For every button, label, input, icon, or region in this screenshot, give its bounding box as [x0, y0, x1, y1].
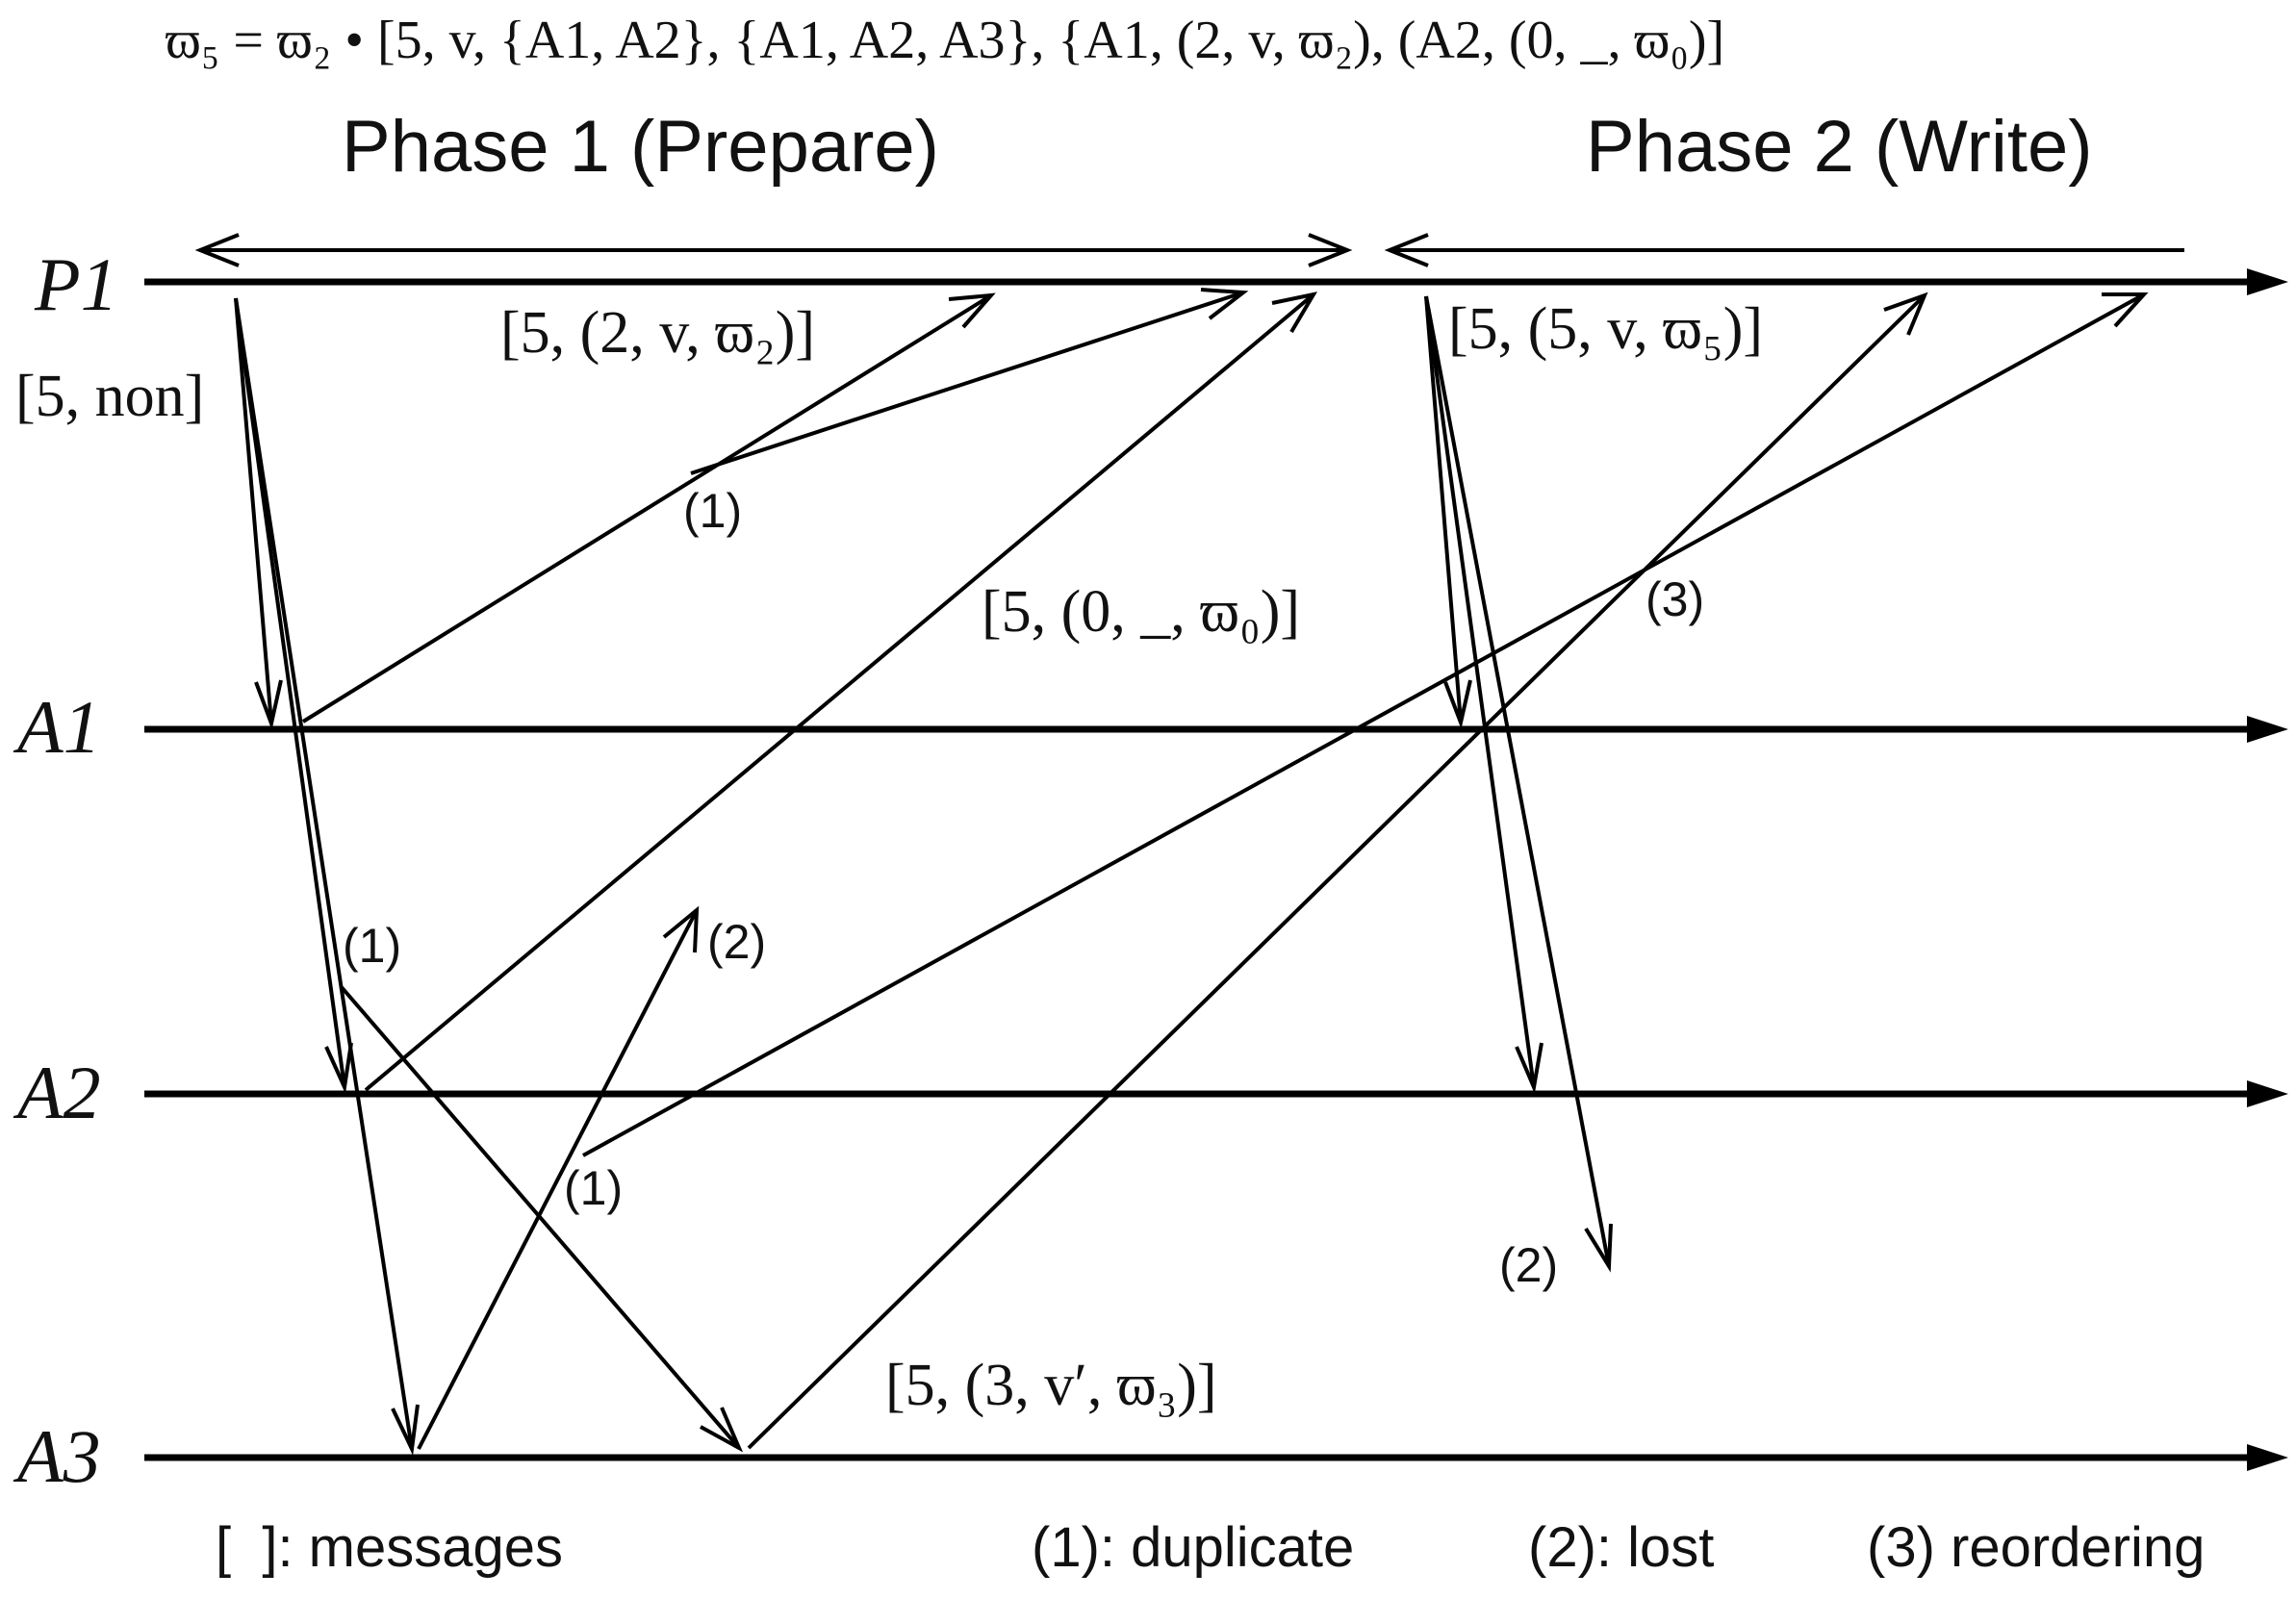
marker-lost-write: (2): [1499, 1238, 1558, 1292]
legend-duplicate: (1): duplicate: [1032, 1516, 1354, 1579]
write-arrow-to-a1: [1424, 295, 1472, 729]
write-arrow-to-a2: [1424, 295, 1543, 1094]
promise-a2-arrow: [364, 292, 1318, 1092]
formula: ϖ₅ = ϖ₂ • [5, v, {A1, A2}, {A1, A2, A3},…: [166, 11, 1724, 70]
process-label-a3: A3: [13, 1414, 101, 1498]
legend-lost: (2): lost: [1528, 1516, 1714, 1579]
process-label-a1: A1: [13, 685, 101, 769]
phase1-title: Phase 1 (Prepare): [342, 106, 939, 188]
process-label-p1: P1: [34, 242, 118, 326]
message-label-promise-a1: [5, (2, v, ϖ₂)]: [500, 300, 815, 366]
promise-a3-arrow: [747, 292, 1928, 1450]
process-label-a2: A2: [13, 1051, 101, 1134]
phase2-span-arrow: [1384, 233, 2184, 267]
timeline-p1: [144, 268, 2288, 295]
marker-lost-a3-reply: (2): [707, 915, 766, 969]
message-label-write: [5, (5, v, ϖ₅)]: [1448, 296, 1763, 362]
marker-duplicate-a2-reply: (1): [564, 1161, 623, 1215]
prepare-arrow-to-a2: [234, 297, 353, 1094]
marker-reordering: (3): [1645, 572, 1704, 626]
promise-a2-duplicate-arrow: [582, 292, 2149, 1157]
promise-a1-arrow: [301, 292, 996, 723]
promise-a3-lost-arrow: [417, 905, 700, 1450]
marker-duplicate-prepare: (1): [343, 919, 401, 973]
promise-a1-duplicate-arrow: [690, 288, 1249, 475]
prepare-arrow-to-a3: [234, 297, 420, 1456]
phase2-title: Phase 2 (Write): [1586, 106, 2093, 188]
message-label-prepare: [5, non]: [15, 364, 204, 429]
timeline-a2: [144, 1080, 2288, 1107]
legend-messages: [ ]: messages: [216, 1516, 563, 1579]
phase1-span-arrow: [194, 233, 1353, 267]
legend-reordering: (3) reordering: [1867, 1516, 2205, 1579]
timeline-a3: [144, 1444, 2288, 1471]
prepare-arrow-to-a1: [234, 297, 283, 731]
message-label-promise-a2: [5, (0, _, ϖ₀)]: [982, 579, 1300, 645]
timeline-a1: [144, 716, 2288, 743]
marker-duplicate-a1-reply: (1): [683, 484, 742, 538]
message-label-promise-a3: [5, (3, v′, ϖ₃)]: [885, 1353, 1217, 1418]
write-arrow-to-a3-lost: [1424, 295, 1613, 1273]
